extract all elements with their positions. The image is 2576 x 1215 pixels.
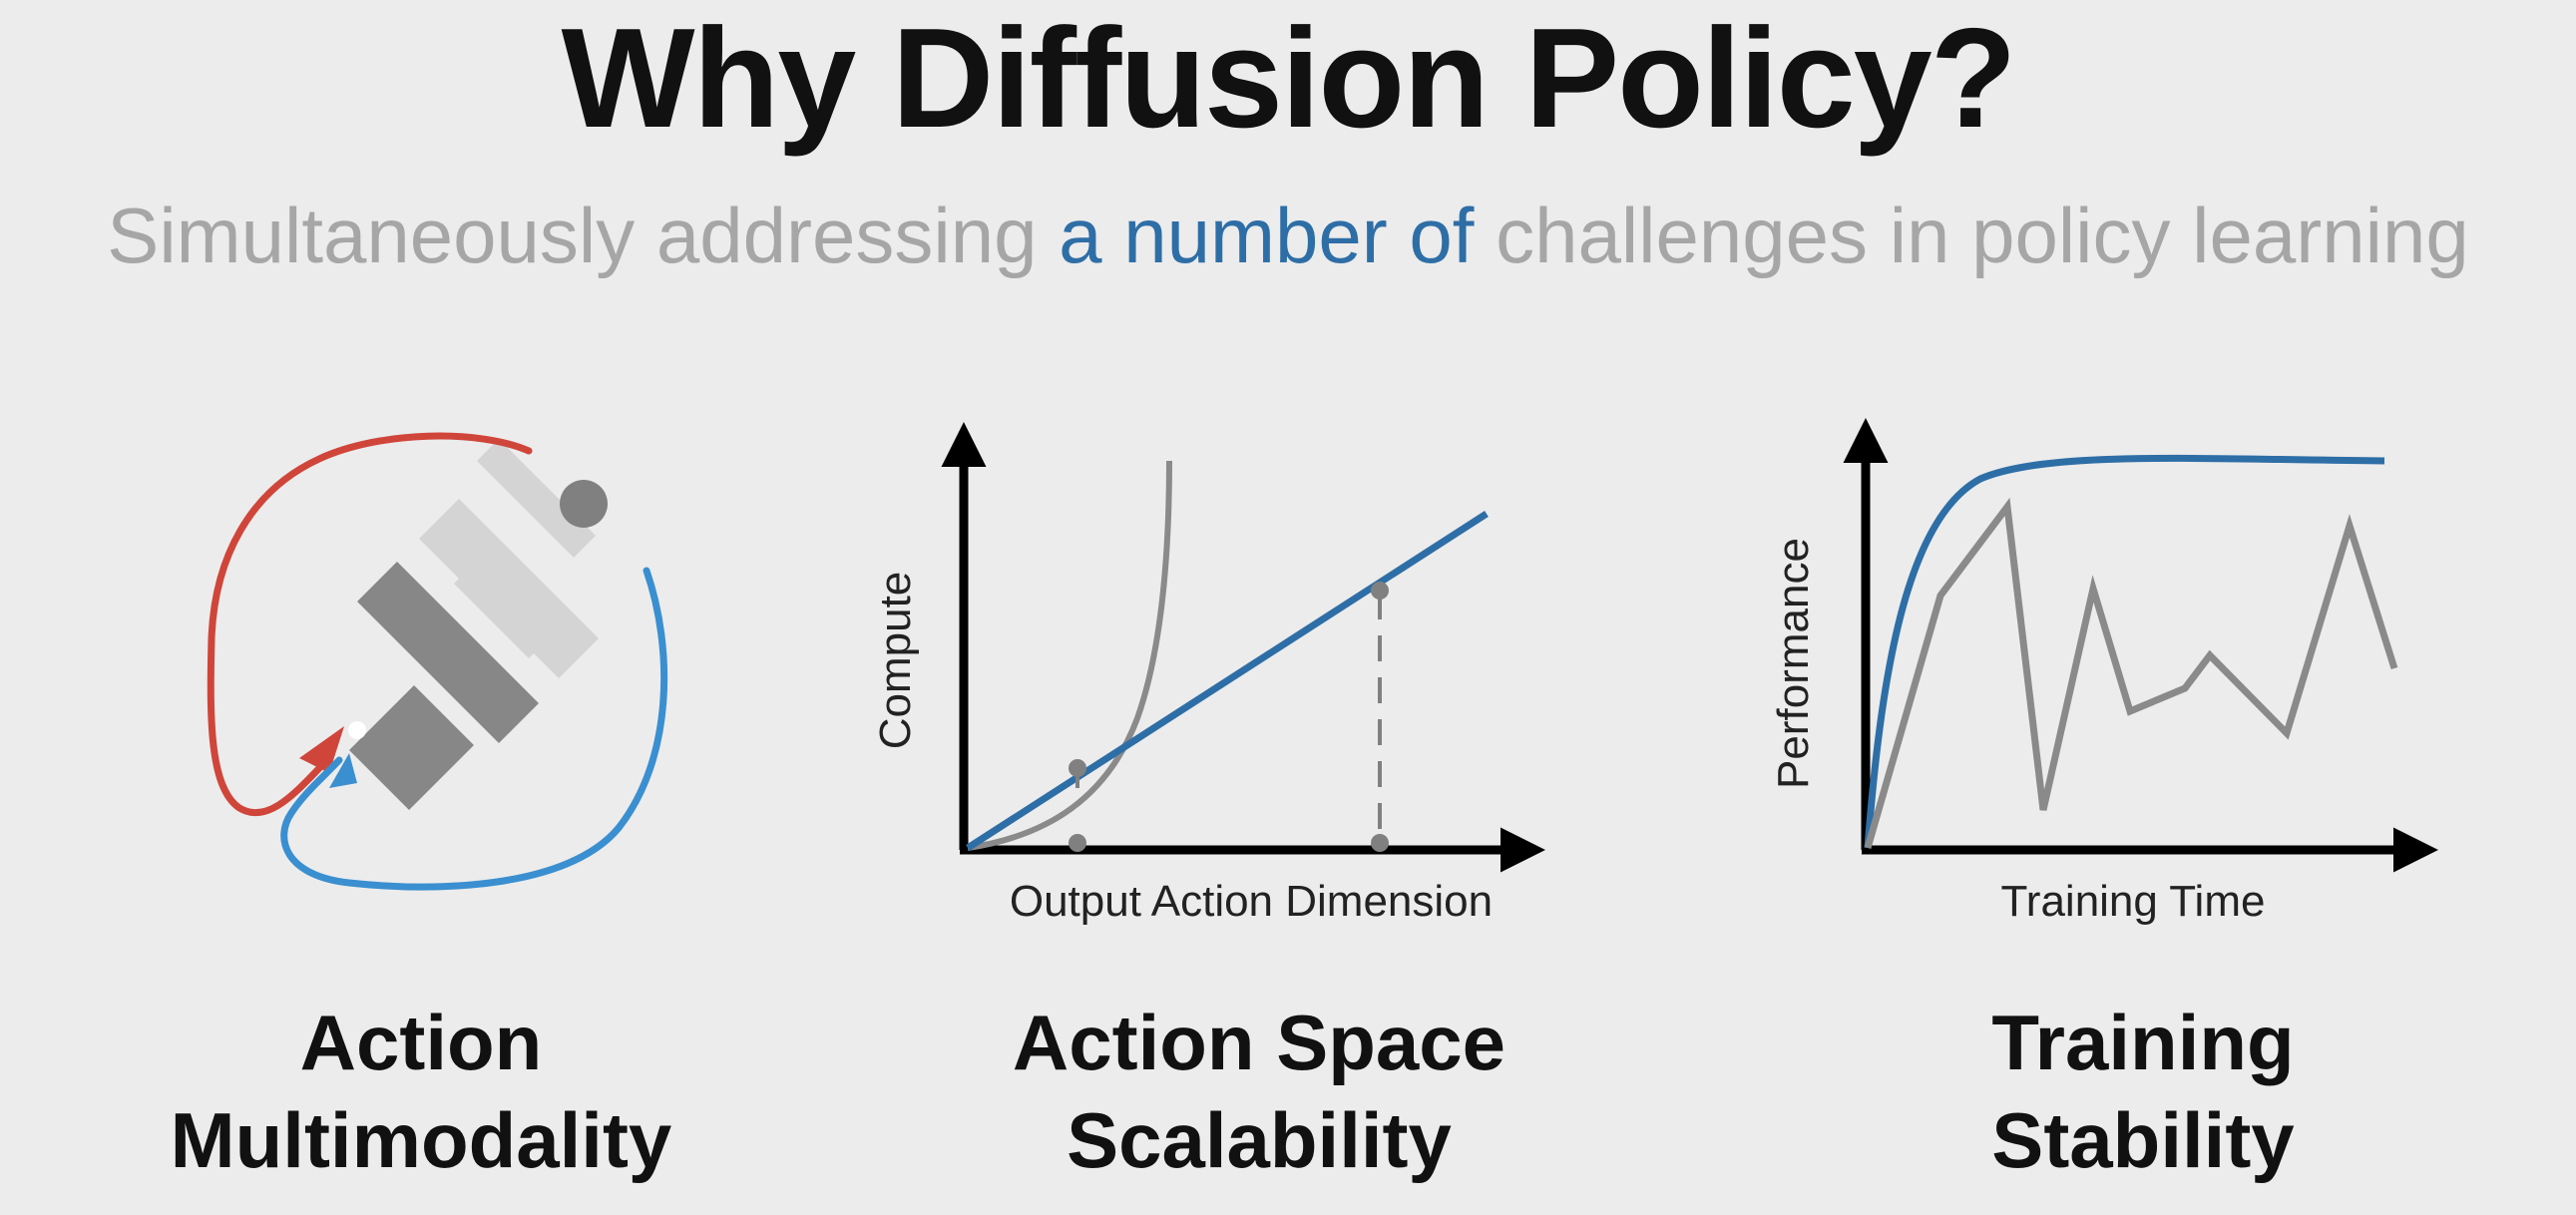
unstable-curve xyxy=(1864,497,2398,849)
y-axis-label: Performance xyxy=(1769,538,1818,789)
slide-title: Why Diffusion Policy? xyxy=(561,0,2017,158)
caption-line2: Multimodality xyxy=(170,1096,672,1184)
goal-t-block-shape xyxy=(419,499,599,678)
x-axis-label: Output Action Dimension xyxy=(1010,877,1493,926)
goal-t-block xyxy=(477,439,596,558)
stability-plot: Training Time Performance xyxy=(1769,418,2438,926)
subtitle-part1: Simultaneously addressing xyxy=(107,192,1060,279)
subtitle-highlight: a number of xyxy=(1059,192,1475,279)
red-arrowhead xyxy=(299,726,344,773)
marker-point-b xyxy=(1371,582,1389,600)
marker-base-b xyxy=(1371,834,1389,852)
blue-trajectory xyxy=(280,567,668,891)
subtitle-part2: challenges in policy learning xyxy=(1474,192,2469,279)
caption-line2: Scalability xyxy=(1067,1096,1452,1184)
blue-arrowhead xyxy=(329,753,357,788)
x-axis-label: Training Time xyxy=(2001,877,2266,926)
linear-line xyxy=(966,511,1489,851)
caption-training-stability: Training Stability xyxy=(1794,994,2492,1189)
caption-line1: Action xyxy=(299,999,543,1086)
stable-curve xyxy=(1864,454,2385,849)
red-trajectory xyxy=(207,432,533,817)
contact-point xyxy=(348,721,366,739)
multimodality-illustration xyxy=(207,432,668,891)
caption-line1: Training xyxy=(1991,999,2295,1086)
slide-subtitle: Simultaneously addressing a number of ch… xyxy=(0,186,2576,285)
exponential-curve xyxy=(967,460,1172,851)
t-block xyxy=(349,562,539,810)
caption-line1: Action Space xyxy=(1012,999,1506,1086)
agent-dot xyxy=(560,480,608,528)
y-axis-label: Compute xyxy=(871,572,920,750)
caption-action-multimodality: Action Multimodality xyxy=(72,994,770,1189)
caption-line2: Stability xyxy=(1991,1096,2295,1184)
marker-base-a xyxy=(1069,834,1086,852)
scalability-plot: Output Action Dimension Compute xyxy=(871,422,1545,926)
caption-action-space-scalability: Action Space Scalability xyxy=(910,994,1608,1189)
